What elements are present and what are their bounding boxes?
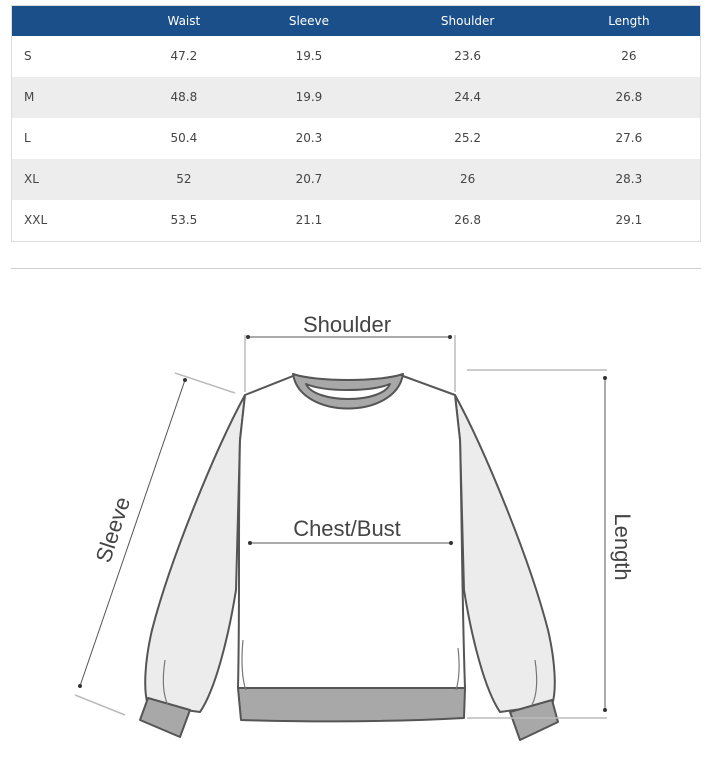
pocket-line-right [455,647,460,691]
size-cell: S [24,49,32,63]
value-cell: 26 [460,172,476,186]
value-cell: 48.8 [170,90,198,104]
column-header-waist: Waist [167,13,201,28]
value-cell: 29.1 [615,213,643,227]
value-cell: 26 [621,49,637,63]
column-header-shoulder: Shoulder [440,13,495,28]
value-cell: 28.3 [615,172,643,186]
length-label: Length [610,513,635,580]
size-cell: XL [24,172,39,186]
value-cell: 25.2 [454,131,481,145]
right-sleeve [454,394,556,713]
hem-band [237,687,466,723]
sleeve-fold-left [162,659,169,706]
size-cell: XXL [24,213,48,227]
pocket-line-left [241,639,247,691]
collar [292,373,404,410]
value-cell: 23.6 [454,49,481,63]
value-cell: 21.1 [295,213,323,227]
sleeve-fold-right [531,659,538,706]
value-cell: 50.4 [170,131,198,145]
value-cell: 20.7 [295,172,323,186]
column-header-length: Length [608,13,650,28]
size-chart-table: Waist Sleeve Shoulder Length S 47.2 19.5 23… [11,5,701,242]
shoulder-label: Shoulder [303,312,391,337]
size-cell: M [24,90,35,104]
table-header-row: Waist Sleeve Shoulder Length [11,5,701,36]
table-row: S 47.2 19.5 23.6 26 [12,36,701,77]
value-cell: 53.5 [170,213,198,227]
column-header-sleeve: Sleeve [288,13,330,28]
value-cell: 52 [176,172,192,186]
table-row: L 50.4 20.3 25.2 27.6 [12,118,701,159]
value-cell: 26.8 [454,213,481,227]
value-cell: 27.6 [615,131,643,145]
value-cell: 24.4 [454,90,481,104]
right-cuff [509,699,559,741]
left-cuff [139,697,191,738]
table-row: M 48.8 19.9 24.4 26.8 [11,76,701,118]
value-cell: 47.2 [170,49,198,63]
value-cell: 26.8 [615,90,643,104]
table-row: XL 52 20.7 26 28.3 [11,158,701,200]
left-sleeve [144,394,246,713]
chest-label: Chest/Bust [293,516,401,541]
size-cell: L [24,131,31,145]
value-cell: 19.5 [295,49,323,63]
sleeve-label: Sleeve [91,494,136,566]
sleeve-arrow [79,379,186,687]
value-cell: 20.3 [295,131,323,145]
value-cell: 19.9 [295,90,323,104]
divider [11,268,701,269]
table-row: XXL 53.5 21.1 26.8 29.1 [12,200,701,242]
